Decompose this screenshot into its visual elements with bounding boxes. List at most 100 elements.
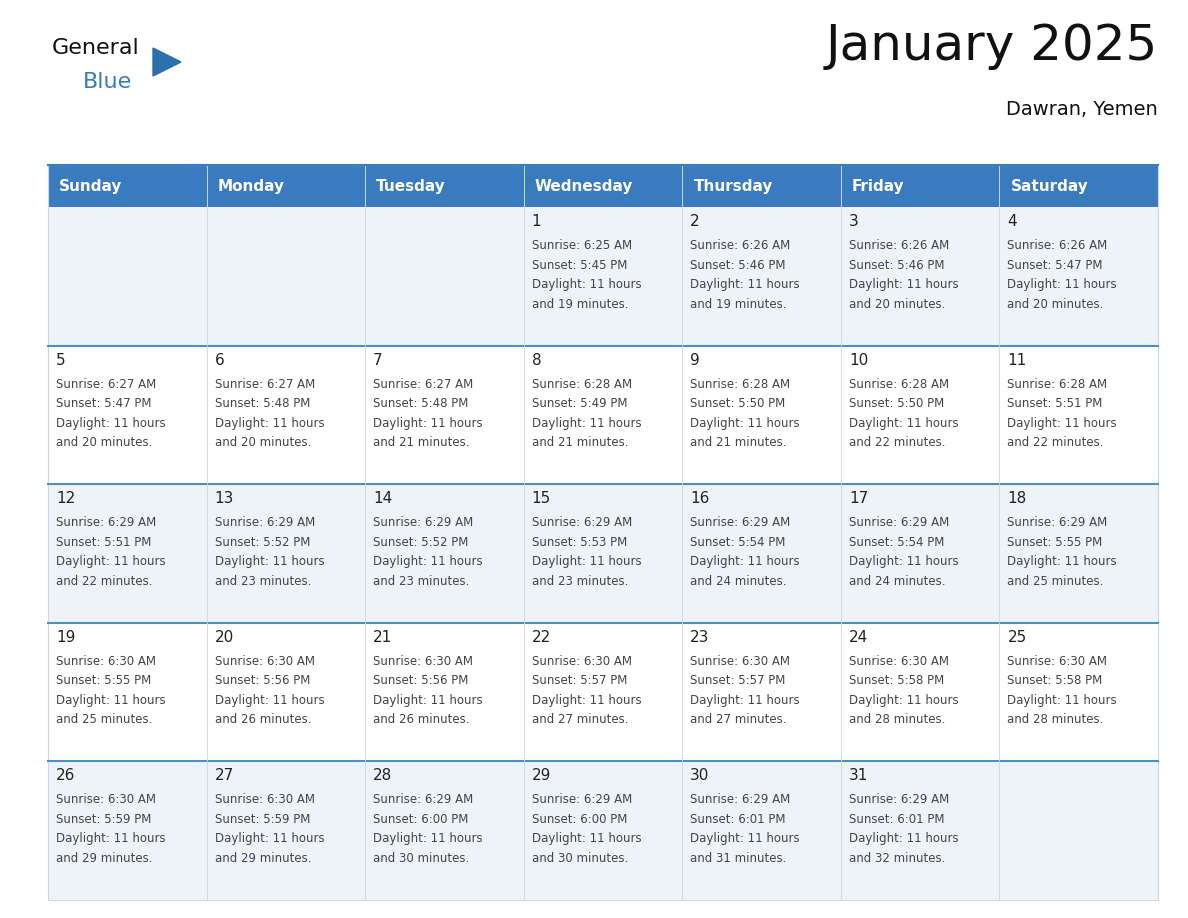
Text: and 29 minutes.: and 29 minutes. [56,852,152,865]
Text: Sunset: 5:56 PM: Sunset: 5:56 PM [373,675,468,688]
Text: 18: 18 [1007,491,1026,506]
Text: Sunrise: 6:29 AM: Sunrise: 6:29 AM [56,516,157,529]
Text: Sunset: 5:50 PM: Sunset: 5:50 PM [690,397,785,410]
Bar [841,345,999,484]
Bar [524,622,682,761]
Text: January 2025: January 2025 [826,22,1158,70]
Text: Daylight: 11 hours: Daylight: 11 hours [849,278,959,291]
Text: 27: 27 [215,768,234,783]
Text: Daylight: 11 hours: Daylight: 11 hours [690,555,800,568]
Text: Sunday: Sunday [59,178,122,194]
Bar [999,207,1158,345]
Text: Sunset: 6:00 PM: Sunset: 6:00 PM [532,813,627,826]
Bar [999,165,1158,207]
Text: Sunset: 5:47 PM: Sunset: 5:47 PM [1007,259,1102,272]
Text: Sunrise: 6:30 AM: Sunrise: 6:30 AM [215,793,315,806]
Bar [682,622,841,761]
Bar [841,165,999,207]
Text: 8: 8 [532,353,542,367]
Text: General: General [52,38,140,58]
Bar [48,484,207,622]
Bar [999,484,1158,622]
Text: Sunset: 5:49 PM: Sunset: 5:49 PM [532,397,627,410]
Bar [365,622,524,761]
Bar [524,207,682,345]
Text: Sunset: 5:59 PM: Sunset: 5:59 PM [56,813,151,826]
Text: Sunrise: 6:30 AM: Sunrise: 6:30 AM [690,655,790,667]
Bar [207,345,365,484]
Text: Sunrise: 6:29 AM: Sunrise: 6:29 AM [1007,516,1107,529]
Text: Sunset: 5:46 PM: Sunset: 5:46 PM [690,259,785,272]
Text: Tuesday: Tuesday [377,178,446,194]
Text: and 24 minutes.: and 24 minutes. [690,575,786,588]
Text: Daylight: 11 hours: Daylight: 11 hours [690,278,800,291]
Text: 24: 24 [849,630,868,644]
Text: Daylight: 11 hours: Daylight: 11 hours [56,555,165,568]
Text: 31: 31 [849,768,868,783]
Text: and 19 minutes.: and 19 minutes. [532,297,628,310]
Polygon shape [153,48,181,76]
Text: Sunset: 5:58 PM: Sunset: 5:58 PM [1007,675,1102,688]
Text: 22: 22 [532,630,551,644]
Bar [207,207,365,345]
Bar [48,165,207,207]
Text: Sunrise: 6:29 AM: Sunrise: 6:29 AM [849,793,949,806]
Text: and 28 minutes.: and 28 minutes. [849,713,946,726]
Text: Sunrise: 6:29 AM: Sunrise: 6:29 AM [532,516,632,529]
Text: Sunset: 5:55 PM: Sunset: 5:55 PM [1007,536,1102,549]
Text: Daylight: 11 hours: Daylight: 11 hours [1007,555,1117,568]
Text: Daylight: 11 hours: Daylight: 11 hours [532,417,642,430]
Bar [207,622,365,761]
Text: Sunset: 6:01 PM: Sunset: 6:01 PM [690,813,785,826]
Text: Daylight: 11 hours: Daylight: 11 hours [373,555,482,568]
Bar [682,484,841,622]
Text: Sunrise: 6:28 AM: Sunrise: 6:28 AM [1007,377,1107,390]
Text: Daylight: 11 hours: Daylight: 11 hours [532,278,642,291]
Text: Daylight: 11 hours: Daylight: 11 hours [373,833,482,845]
Bar [682,207,841,345]
Text: Sunset: 5:56 PM: Sunset: 5:56 PM [215,675,310,688]
Text: and 23 minutes.: and 23 minutes. [215,575,311,588]
Text: 19: 19 [56,630,75,644]
Bar [365,165,524,207]
Text: Daylight: 11 hours: Daylight: 11 hours [56,694,165,707]
Text: Daylight: 11 hours: Daylight: 11 hours [690,694,800,707]
Text: Daylight: 11 hours: Daylight: 11 hours [373,694,482,707]
Text: 5: 5 [56,353,65,367]
Text: 3: 3 [849,214,859,229]
Text: Sunrise: 6:29 AM: Sunrise: 6:29 AM [215,516,315,529]
Text: Daylight: 11 hours: Daylight: 11 hours [1007,417,1117,430]
Text: Sunset: 5:52 PM: Sunset: 5:52 PM [373,536,468,549]
Text: Daylight: 11 hours: Daylight: 11 hours [215,555,324,568]
Text: and 24 minutes.: and 24 minutes. [849,575,946,588]
Text: Daylight: 11 hours: Daylight: 11 hours [215,694,324,707]
Text: Daylight: 11 hours: Daylight: 11 hours [849,417,959,430]
Bar [841,622,999,761]
Text: and 20 minutes.: and 20 minutes. [215,436,311,449]
Text: and 19 minutes.: and 19 minutes. [690,297,786,310]
Text: 1: 1 [532,214,542,229]
Text: and 21 minutes.: and 21 minutes. [690,436,786,449]
Bar [365,484,524,622]
Bar [999,345,1158,484]
Text: Blue: Blue [83,72,132,92]
Text: and 21 minutes.: and 21 minutes. [373,436,469,449]
Text: Sunrise: 6:25 AM: Sunrise: 6:25 AM [532,239,632,252]
Text: and 32 minutes.: and 32 minutes. [849,852,946,865]
Bar [524,165,682,207]
Text: and 23 minutes.: and 23 minutes. [532,575,628,588]
Bar [999,622,1158,761]
Text: 4: 4 [1007,214,1017,229]
Text: Sunrise: 6:30 AM: Sunrise: 6:30 AM [215,655,315,667]
Text: 15: 15 [532,491,551,506]
Text: 23: 23 [690,630,709,644]
Text: Friday: Friday [852,178,904,194]
Text: 21: 21 [373,630,392,644]
Text: Sunrise: 6:27 AM: Sunrise: 6:27 AM [373,377,473,390]
Text: Sunrise: 6:30 AM: Sunrise: 6:30 AM [532,655,632,667]
Text: and 26 minutes.: and 26 minutes. [215,713,311,726]
Text: 17: 17 [849,491,868,506]
Bar [48,165,1158,900]
Text: Sunrise: 6:29 AM: Sunrise: 6:29 AM [690,793,790,806]
Text: 11: 11 [1007,353,1026,367]
